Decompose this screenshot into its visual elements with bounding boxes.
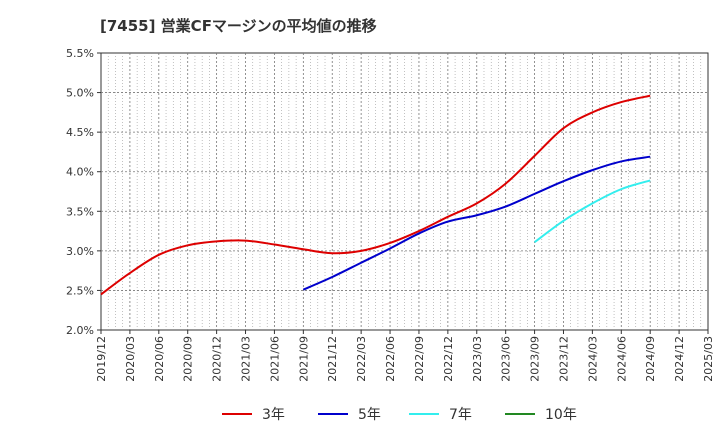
x-tick-label: 2023/09 xyxy=(529,336,542,382)
x-tick-label: 2021/12 xyxy=(326,336,339,382)
x-tick-label: 2023/03 xyxy=(471,336,484,382)
y-tick-label: 5.5% xyxy=(66,47,94,60)
legend: 3年 5年 7年 10年 xyxy=(222,407,577,423)
legend-label-3年: 3年 xyxy=(262,407,285,423)
x-tick-label: 2021/06 xyxy=(268,336,281,382)
x-tick-label: 2024/09 xyxy=(644,336,657,382)
y-tick-label: 4.0% xyxy=(66,166,94,179)
x-tick-label: 2020/06 xyxy=(153,336,166,382)
x-tick-label: 2023/12 xyxy=(557,336,570,382)
x-tick-label: 2024/03 xyxy=(586,336,599,382)
legend-label-5年: 5年 xyxy=(358,407,381,423)
x-tick-label: 2024/06 xyxy=(615,336,628,382)
y-tick-label: 2.0% xyxy=(66,324,94,337)
x-tick-label: 2021/09 xyxy=(297,336,310,382)
x-tick-label: 2023/06 xyxy=(500,336,513,382)
y-tick-label: 4.5% xyxy=(66,126,94,139)
y-tick-label: 5.0% xyxy=(66,87,94,100)
series-lines xyxy=(100,94,651,296)
x-tick-label: 2022/06 xyxy=(384,336,397,382)
series-line-5年 xyxy=(302,155,651,291)
x-tick-label: 2025/03 xyxy=(702,336,715,382)
chart-title: [7455] 営業CFマージンの平均値の推移 xyxy=(100,17,377,35)
legend-label-10年: 10年 xyxy=(545,407,577,423)
y-tick-label: 2.5% xyxy=(66,284,94,297)
y-tick-label: 3.0% xyxy=(66,245,94,258)
x-tick-label: 2022/09 xyxy=(413,336,426,382)
y-axis: 2.0% 2.5% 3.0% 3.5% 4.0% 4.5% 5.0% 5.5% xyxy=(66,47,101,337)
x-tick-label: 2020/12 xyxy=(211,336,224,382)
grid-lines xyxy=(101,53,708,330)
x-tick-label: 2019/12 xyxy=(95,336,108,382)
series-line-3年 xyxy=(100,94,651,296)
legend-label-7年: 7年 xyxy=(449,407,472,423)
y-tick-label: 3.5% xyxy=(66,205,94,218)
x-tick-label: 2020/09 xyxy=(182,336,195,382)
x-tick-label: 2021/03 xyxy=(240,336,253,382)
x-tick-label: 2022/03 xyxy=(355,336,368,382)
series-line-7年 xyxy=(533,179,651,243)
x-tick-label: 2022/12 xyxy=(442,336,455,382)
x-axis: 2019/12 2020/03 2020/06 2020/09 2020/12 2021/… xyxy=(95,330,715,382)
x-tick-label: 2020/03 xyxy=(124,336,137,382)
x-tick-label: 2024/12 xyxy=(673,336,686,382)
